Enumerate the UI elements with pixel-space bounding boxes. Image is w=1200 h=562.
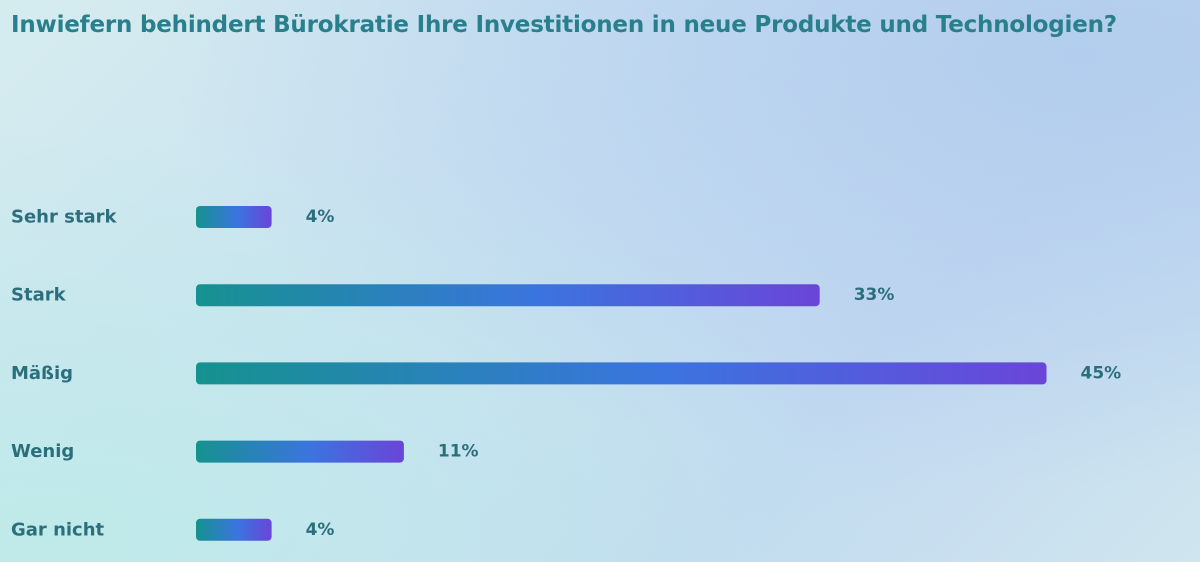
bar-stark: [196, 284, 820, 307]
bar-sehr-stark: [196, 206, 272, 228]
bar-m-ig: [196, 362, 1047, 385]
chart-title: Inwiefern behindert Bürokratie Ihre Inve…: [11, 12, 1117, 38]
category-label-stark: Stark: [11, 285, 67, 306]
value-label-wenig: 11%: [438, 442, 479, 462]
category-label-sehr-stark: Sehr stark: [11, 207, 117, 228]
value-label-stark: 33%: [854, 285, 895, 305]
category-label-wenig: Wenig: [11, 441, 74, 462]
category-label-gar-nicht: Gar nicht: [11, 519, 105, 540]
value-label-gar-nicht: 4%: [306, 520, 335, 540]
category-label-m-ig: Mäßig: [11, 363, 73, 384]
bar-wenig: [196, 440, 404, 463]
value-label-m-ig: 45%: [1081, 363, 1122, 383]
bar-gar-nicht: [196, 518, 272, 541]
value-label-sehr-stark: 4%: [306, 207, 335, 227]
